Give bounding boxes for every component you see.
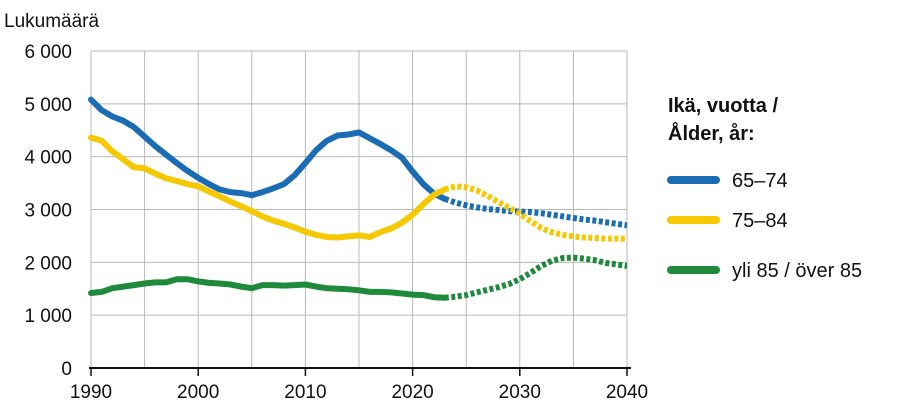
y-tick-label: 6 000 [24, 42, 72, 63]
series-line-3-actual [88, 276, 448, 301]
axes: 0 1 000 2 000 3 000 4 000 5 000 6 000 1990 2000 2… [24, 42, 648, 403]
x-tick-label: 2000 [177, 382, 219, 403]
series-line-2-projection [443, 183, 627, 242]
series-line-2-actual [88, 134, 448, 241]
series-line-1-projection [443, 196, 628, 229]
series-lines [88, 96, 628, 301]
legend-title: Ikä, vuotta / [668, 95, 778, 117]
series-line-1-actual [88, 96, 448, 202]
y-tick-label: 3 000 [24, 201, 72, 222]
y-tick-label: 1 000 [24, 306, 72, 327]
x-tick-label: 1990 [70, 382, 112, 403]
y-tick-label: 0 [61, 359, 72, 380]
y-tick-label: 4 000 [24, 148, 72, 169]
x-tick-label: 2040 [606, 382, 648, 403]
legend-label: 65–74 [732, 170, 788, 192]
x-tick-label: 2020 [391, 382, 433, 403]
y-axis-label: Lukumäärä [4, 11, 99, 32]
legend-title: Ålder, år: [668, 121, 755, 145]
series-line-3-projection [444, 254, 628, 301]
legend: Ikä, vuotta / Ålder, år: 65–74 75–84 yli 85 … [667, 95, 862, 282]
legend-label: yli 85 / över 85 [732, 260, 862, 282]
grid-lines [90, 50, 628, 368]
x-tick-label: 2030 [499, 382, 541, 403]
legend-label: 75–84 [732, 210, 788, 232]
y-tick-label: 2 000 [24, 253, 72, 274]
x-tick-label: 2010 [284, 382, 326, 403]
y-tick-label: 5 000 [24, 95, 72, 116]
